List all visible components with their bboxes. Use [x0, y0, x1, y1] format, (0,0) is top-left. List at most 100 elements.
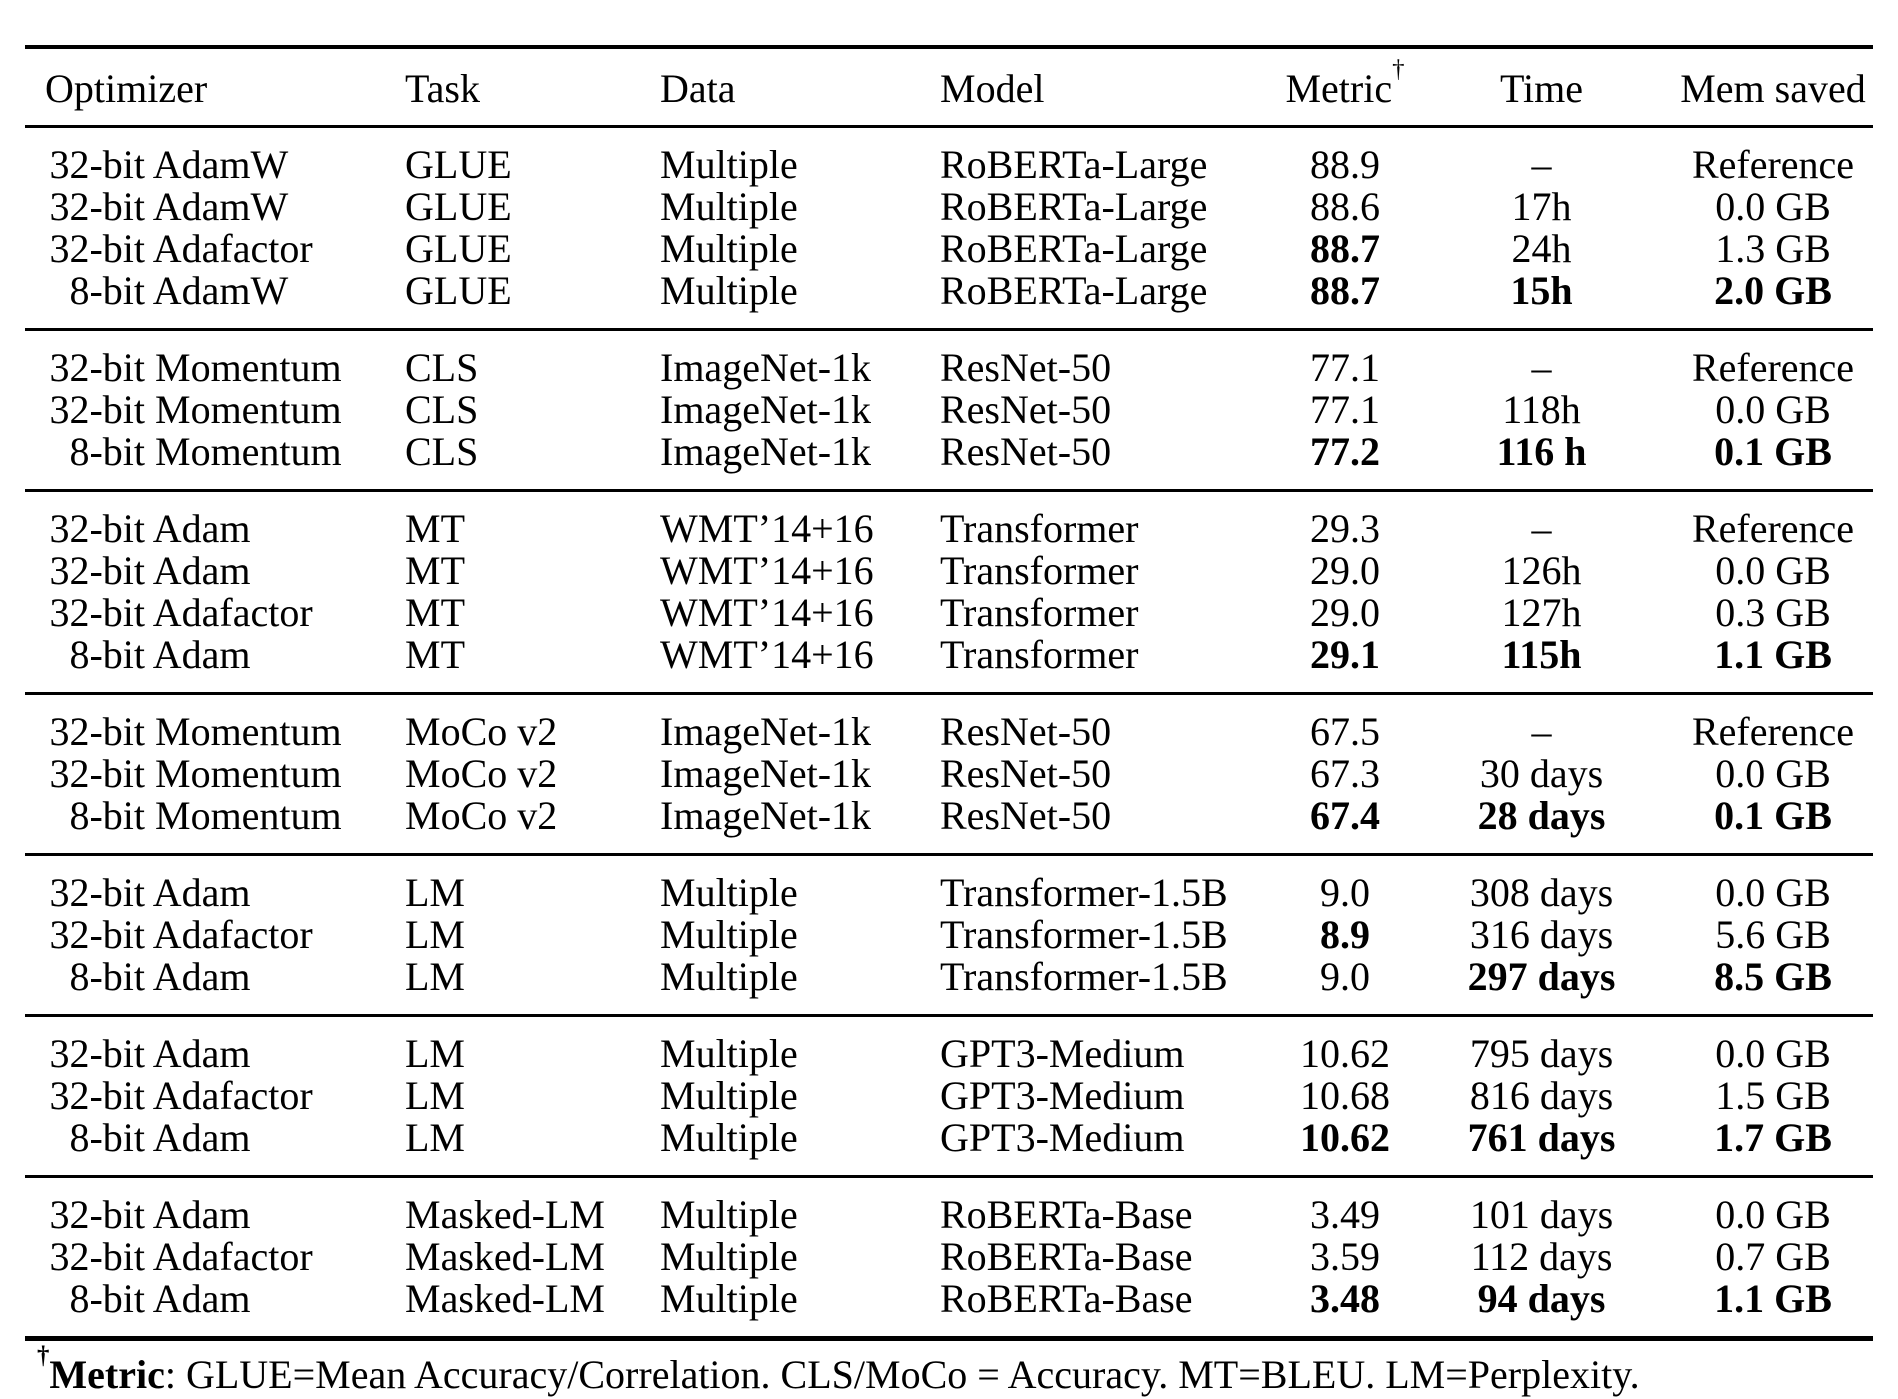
mem-saved-cell: Reference: [1691, 506, 1855, 551]
optimizer-cell: 32-bit Momentum: [25, 694, 385, 754]
optimizer-bits-prefix: 8-bit: [69, 1276, 145, 1321]
optimizer-bits-prefix: 8-bit: [69, 793, 145, 838]
table-footnote: †Metric: GLUE=Mean Accuracy/Correlation.…: [37, 1343, 1873, 1399]
task-cell: GLUE: [405, 268, 512, 313]
time-cell: 116 h: [1496, 429, 1587, 474]
optimizer-bits-prefix: 32-bit: [49, 142, 145, 187]
mem-saved-cell: 1.1 GB: [1714, 632, 1832, 677]
optimizer-cell: 32-bit Adafactor: [25, 228, 385, 270]
optimizer-cell: 32-bit Adafactor: [25, 1236, 385, 1278]
dagger-icon: †: [37, 1341, 50, 1369]
mem-saved-cell: 1.7 GB: [1714, 1115, 1832, 1160]
optimizer-cell: 32-bit AdamW: [25, 127, 385, 187]
optimizer-cell: 8-bit Adam: [25, 634, 385, 694]
time-cell: 297 days: [1467, 954, 1616, 999]
model-cell: RoBERTa-Base: [940, 1234, 1193, 1279]
optimizer-bits-prefix: 32-bit: [49, 345, 145, 390]
model-cell: RoBERTa-Large: [940, 268, 1208, 313]
model-cell: Transformer-1.5B: [940, 912, 1228, 957]
optimizer-bits-prefix: 32-bit: [49, 548, 145, 593]
model-cell: GPT3-Medium: [940, 1031, 1185, 1076]
data-cell: ImageNet-1k: [660, 387, 872, 432]
table-row: 8-bit Adam LM Multiple GPT3-Medium 10.62 761 …: [25, 1117, 1873, 1177]
time-cell: 24h: [1511, 226, 1572, 271]
optimizer-bits-prefix: 32-bit: [49, 184, 145, 229]
task-cell: GLUE: [405, 142, 512, 187]
data-cell: Multiple: [660, 954, 798, 999]
optimizer-bits-prefix: 8-bit: [69, 268, 145, 313]
metric-cell: 9.0: [1320, 954, 1370, 999]
optimizer-cell: 32-bit Momentum: [25, 389, 385, 431]
time-cell: 127h: [1501, 590, 1582, 635]
model-cell: Transformer-1.5B: [940, 954, 1228, 999]
mem-saved-cell: 8.5 GB: [1714, 954, 1832, 999]
task-cell: MoCo v2: [405, 793, 558, 838]
model-cell: Transformer-1.5B: [940, 870, 1228, 915]
optimizer-bits-prefix: 32-bit: [49, 590, 145, 635]
table-row: 32-bit Adafactor LM Multiple Transformer-1.…: [25, 914, 1873, 956]
optimizer-bits-prefix: 32-bit: [49, 751, 145, 796]
data-cell: Multiple: [660, 1192, 798, 1237]
metric-cell: 88.6: [1310, 184, 1380, 229]
data-cell: ImageNet-1k: [660, 429, 872, 474]
table-group: 32-bit Adam LM Multiple Transformer-1.5B 9.0…: [25, 854, 1873, 1016]
data-cell: Multiple: [660, 226, 798, 271]
time-cell: 308 days: [1469, 870, 1614, 915]
data-cell: Multiple: [660, 268, 798, 313]
optimizer-cell: 32-bit Adafactor: [25, 592, 385, 634]
optimizer-bits-prefix: 32-bit: [49, 912, 145, 957]
data-cell: WMT’14+16: [660, 590, 874, 635]
mem-saved-cell: 0.0 GB: [1715, 1031, 1831, 1076]
optimizer-bits-prefix: 8-bit: [69, 429, 145, 474]
dagger-icon: †: [1392, 55, 1405, 83]
time-cell: 101 days: [1469, 1192, 1614, 1237]
mem-saved-cell: 1.1 GB: [1714, 1276, 1832, 1321]
column-header-model: Model: [940, 66, 1045, 111]
table-row: 32-bit Adam LM Multiple Transformer-1.5B 9.0…: [25, 855, 1873, 915]
table-group: 32-bit AdamW GLUE Multiple RoBERTa-Large 88.…: [25, 127, 1873, 330]
data-cell: ImageNet-1k: [660, 345, 872, 390]
data-cell: Multiple: [660, 1115, 798, 1160]
time-cell: 126h: [1501, 548, 1582, 593]
time-cell: 118h: [1502, 387, 1581, 432]
table-row: 8-bit Adam LM Multiple Transformer-1.5B 9.0 2…: [25, 956, 1873, 1016]
time-cell: 30 days: [1479, 751, 1604, 796]
time-cell: 816 days: [1469, 1073, 1614, 1118]
metric-cell: 10.68: [1300, 1073, 1390, 1118]
task-cell: LM: [405, 1115, 465, 1160]
model-cell: Transformer: [940, 548, 1139, 593]
metric-cell: 67.5: [1310, 709, 1380, 754]
metric-cell: 10.62: [1300, 1115, 1390, 1160]
optimizer-cell: 8-bit Adam: [25, 1117, 385, 1177]
table-row: 32-bit Adam Masked-LM Multiple RoBERTa-Base…: [25, 1177, 1873, 1237]
table-row: 32-bit AdamW GLUE Multiple RoBERTa-Large 88.…: [25, 186, 1873, 228]
mem-saved-cell: 2.0 GB: [1714, 268, 1832, 313]
task-cell: GLUE: [405, 184, 512, 229]
optimizer-bits-prefix: 8-bit: [69, 1115, 145, 1160]
time-cell: 15h: [1510, 268, 1573, 313]
table-header-row: Optimizer Task Data Model Metric† Time Mem sav…: [25, 47, 1873, 127]
model-cell: RoBERTa-Large: [940, 184, 1208, 229]
mem-saved-cell: 5.6 GB: [1715, 912, 1831, 957]
table-row: 8-bit Momentum CLS ImageNet-1k ResNet-50 77.…: [25, 431, 1873, 491]
optimizer-cell: 32-bit Adafactor: [25, 914, 385, 956]
optimizer-bits-prefix: 32-bit: [49, 387, 145, 432]
metric-cell: 88.7: [1310, 226, 1380, 271]
table-row: 32-bit Adafactor GLUE Multiple RoBERTa-Larg…: [25, 228, 1873, 270]
task-cell: LM: [405, 1031, 465, 1076]
table-row: 8-bit Momentum MoCo v2 ImageNet-1k ResNet-5…: [25, 795, 1873, 855]
model-cell: ResNet-50: [940, 387, 1112, 432]
model-cell: RoBERTa-Large: [940, 142, 1208, 187]
task-cell: Masked-LM: [405, 1276, 605, 1321]
results-table: Optimizer Task Data Model Metric† Time Mem sav…: [25, 45, 1873, 1341]
optimizer-cell: 8-bit Adam: [25, 1278, 385, 1339]
table-row: 8-bit Adam Masked-LM Multiple RoBERTa-Base 3…: [25, 1278, 1873, 1339]
optimizer-bits-prefix: 32-bit: [49, 506, 145, 551]
table-group: 32-bit Momentum MoCo v2 ImageNet-1k ResNet-…: [25, 693, 1873, 855]
optimizer-cell: 8-bit AdamW: [25, 270, 385, 330]
data-cell: Multiple: [660, 870, 798, 915]
metric-cell: 77.1: [1310, 387, 1380, 432]
metric-cell: 77.2: [1310, 429, 1380, 474]
task-cell: LM: [405, 1073, 465, 1118]
